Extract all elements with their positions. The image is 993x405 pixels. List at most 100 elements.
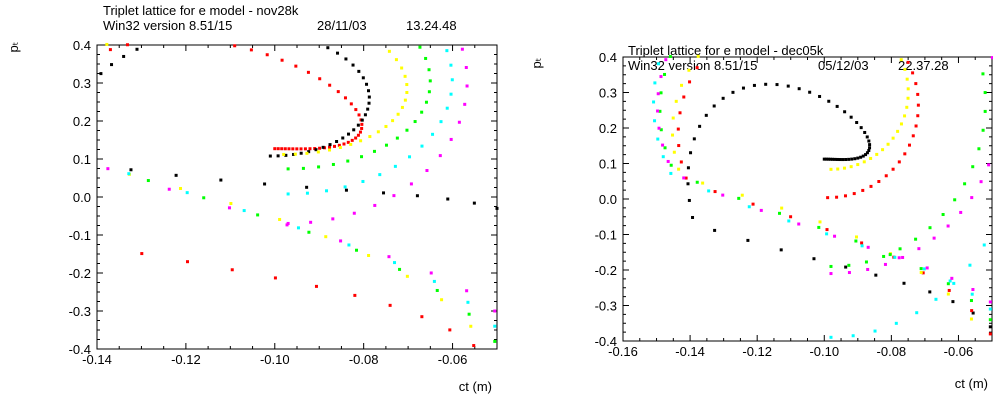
data-point [331, 162, 335, 166]
data-point [409, 182, 413, 186]
data-point [868, 143, 872, 147]
data-point [661, 143, 665, 147]
data-point [988, 318, 992, 322]
data-point [398, 267, 402, 271]
data-point [934, 297, 938, 301]
data-point [856, 156, 860, 160]
data-point [273, 147, 277, 151]
data-point [347, 132, 351, 136]
data-point [988, 300, 992, 304]
data-point [946, 282, 950, 286]
data-point [140, 252, 144, 256]
data-point [332, 144, 336, 148]
data-point [432, 279, 436, 283]
data-point [707, 189, 711, 193]
data-point [361, 76, 365, 80]
data-point [687, 198, 691, 202]
data-point [695, 180, 699, 184]
data-point [295, 147, 299, 151]
chart-subtitle: Win32 version 8.51/15 [103, 18, 233, 33]
data-point [695, 66, 699, 70]
data-point [427, 90, 431, 94]
data-point [826, 157, 830, 161]
data-point [882, 254, 886, 258]
data-point [859, 126, 863, 130]
data-point [906, 96, 910, 100]
x-tick-label: -0.10 [260, 352, 290, 367]
data-point [429, 271, 433, 275]
data-point [179, 186, 183, 190]
data-point [835, 157, 839, 161]
data-point [867, 148, 871, 152]
data-point [896, 129, 900, 133]
data-point [907, 143, 911, 147]
data-point [712, 104, 716, 108]
data-point [812, 257, 816, 261]
chart-date: 28/11/03 [317, 18, 367, 33]
data-point [687, 68, 691, 72]
data-point [988, 332, 992, 336]
data-point [983, 109, 987, 113]
data-point [405, 128, 409, 132]
data-point [759, 208, 763, 212]
data-point [797, 222, 801, 226]
data-point [396, 112, 400, 116]
data-point [229, 201, 233, 205]
data-point [847, 271, 851, 275]
scatter-plot: -0.16 -0.14 -0.12 -0.10 -0.08 -0.06 -0.4 -0.3 -0… [529, 50, 993, 391]
data-point [674, 99, 678, 103]
data-point [835, 195, 839, 199]
data-point [780, 206, 784, 210]
data-point [403, 98, 407, 102]
x-tick-label: -0.06 [438, 352, 468, 367]
data-point [360, 122, 364, 126]
y-tick-label: 0.0 [599, 192, 617, 207]
data-point [420, 110, 424, 114]
data-point [382, 191, 386, 195]
data-point [186, 260, 190, 264]
data-point [328, 83, 332, 87]
data-point [928, 290, 932, 294]
data-point [108, 48, 112, 52]
data-point [825, 232, 829, 236]
data-point [495, 206, 499, 210]
data-point [899, 122, 903, 126]
data-point [982, 243, 986, 247]
y-tick-label: -0.1 [69, 228, 91, 243]
data-point [318, 77, 322, 81]
data-point [122, 54, 126, 58]
data-point [658, 109, 662, 113]
data-point [888, 253, 892, 257]
data-point [365, 82, 369, 86]
data-point [427, 68, 431, 72]
data-point [387, 255, 391, 259]
data-point [682, 176, 686, 180]
data-point [465, 84, 469, 88]
data-point [969, 299, 973, 303]
data-point [286, 192, 290, 196]
data-point [360, 126, 364, 130]
data-point [233, 44, 237, 48]
data-point [276, 154, 280, 158]
data-point [701, 181, 705, 185]
data-point [388, 303, 392, 307]
right-chart-panel: Triplet lattice for e model - dec05k Win… [496, 0, 993, 405]
data-point [917, 247, 921, 251]
data-point [948, 279, 952, 283]
data-point [671, 116, 675, 120]
x-tick-label: -0.10 [809, 344, 839, 359]
data-point [672, 150, 676, 154]
data-point [970, 292, 974, 296]
data-point [367, 253, 371, 257]
data-point [296, 226, 300, 230]
data-point [740, 193, 744, 197]
data-point [445, 49, 449, 53]
data-point [285, 223, 289, 227]
data-point [659, 75, 663, 79]
data-point [146, 179, 150, 183]
data-point [941, 213, 945, 217]
data-point [356, 133, 360, 137]
data-point [875, 152, 879, 156]
data-point [865, 151, 869, 155]
y-tick-label: 0.4 [599, 50, 617, 65]
